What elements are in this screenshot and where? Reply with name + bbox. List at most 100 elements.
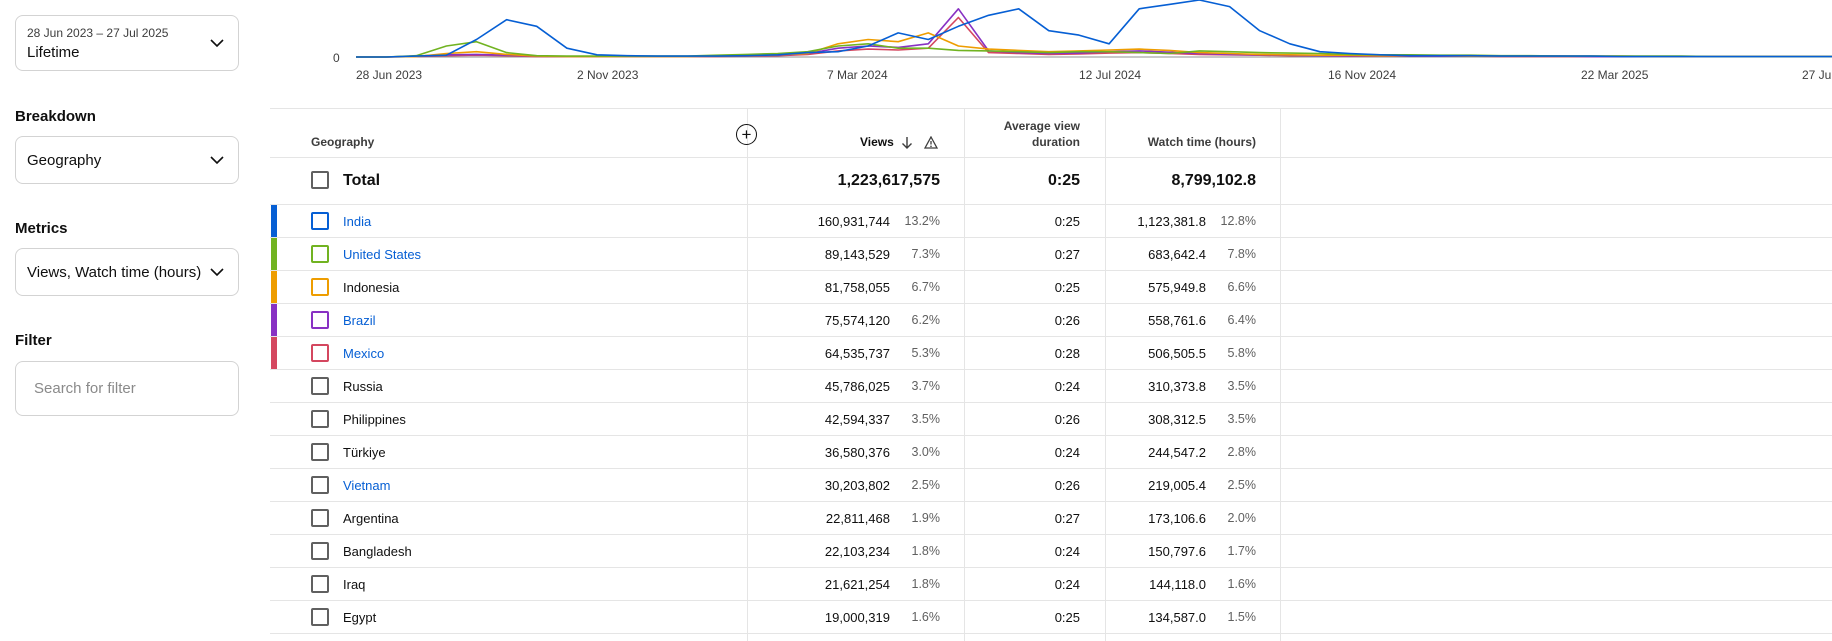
warning-icon[interactable]	[923, 135, 939, 154]
column-header-geography[interactable]: Geography	[311, 135, 375, 149]
row-views-percent: 1.9%	[911, 511, 941, 525]
row-views-percent: 1.6%	[911, 610, 941, 624]
column-header-watch-time[interactable]: Watch time (hours)	[1147, 135, 1256, 149]
row-views-percent: 6.2%	[911, 313, 941, 327]
date-range-label: 28 Jun 2023 – 27 Jul 2025	[27, 25, 169, 40]
row-checkbox[interactable]	[311, 509, 329, 527]
chevron-down-icon	[210, 153, 224, 167]
row-watch-time-percent: 2.8%	[1227, 445, 1257, 459]
row-views-percent: 3.5%	[911, 412, 941, 426]
breakdown-dropdown[interactable]: Geography	[15, 136, 239, 184]
row-watch-time: 558,761.6	[1148, 313, 1206, 328]
row-checkbox[interactable]	[311, 542, 329, 560]
series-color-bar	[271, 337, 277, 369]
x-tick-label: 7 Mar 2024	[827, 68, 888, 82]
metrics-value: Views, Watch time (hours)	[27, 263, 202, 281]
table-row: United States 89,143,529 7.3% 0:27 683,642.4…	[270, 238, 1832, 271]
row-views-percent: 1.8%	[911, 577, 941, 591]
row-checkbox[interactable]	[311, 212, 329, 230]
row-checkbox[interactable]	[311, 278, 329, 296]
breakdown-label: Breakdown	[15, 108, 96, 125]
total-avg-duration: 0:25	[1047, 172, 1080, 189]
column-header-avg-duration-line1[interactable]: Average view	[1003, 119, 1080, 133]
table-row: Indonesia 81,758,055 6.7% 0:25 575,949.8 6.6%	[270, 271, 1832, 304]
row-avg-duration: 0:27	[1054, 247, 1080, 262]
row-watch-time: 575,949.8	[1148, 280, 1206, 295]
column-header-views[interactable]: Views	[860, 135, 894, 149]
row-divider	[270, 600, 1832, 601]
total-views: 1,223,617,575	[837, 172, 940, 189]
row-views: 30,203,802	[824, 478, 890, 493]
series-color-bar	[271, 304, 277, 336]
total-row: Total 1,223,617,575 0:25 8,799,102.8	[270, 158, 1832, 203]
sort-down-arrow-icon[interactable]	[901, 136, 913, 155]
sidebar: 28 Jun 2023 – 27 Jul 2025 Lifetime Break…	[0, 0, 260, 641]
x-tick-label: 28 Jun 2023	[356, 68, 423, 82]
metrics-dropdown[interactable]: Views, Watch time (hours)	[15, 248, 239, 296]
row-geography-name: Argentina	[343, 511, 399, 526]
row-geography-name: Indonesia	[343, 280, 400, 295]
row-watch-time: 1,123,381.8	[1137, 214, 1206, 229]
row-watch-time-percent: 2.5%	[1227, 478, 1257, 492]
row-avg-duration: 0:25	[1054, 214, 1080, 229]
row-views: 21,621,254	[824, 577, 890, 592]
row-geography-name[interactable]: United States	[343, 247, 422, 262]
row-views: 89,143,529	[824, 247, 890, 262]
series-line-united-states	[356, 40, 1832, 58]
row-views-percent: 3.7%	[911, 379, 941, 393]
column-divider	[964, 108, 965, 641]
row-watch-time-percent: 1.7%	[1227, 544, 1257, 558]
row-views: 19,000,319	[824, 610, 890, 625]
row-checkbox[interactable]	[311, 311, 329, 329]
x-tick-label: 27 Jul 2025	[1802, 68, 1832, 82]
row-watch-time-percent: 1.6%	[1227, 577, 1257, 591]
row-checkbox[interactable]	[311, 476, 329, 494]
row-geography-name[interactable]: Brazil	[343, 313, 376, 328]
row-geography-name[interactable]: India	[343, 214, 372, 229]
table-row: Philippines 42,594,337 3.5% 0:26 308,312.5 3.…	[270, 403, 1832, 436]
x-tick-label: 2 Nov 2023	[577, 68, 639, 82]
row-geography-name[interactable]: Vietnam	[343, 478, 391, 493]
table-top-divider	[270, 108, 1832, 109]
row-checkbox[interactable]	[311, 575, 329, 593]
row-watch-time: 150,797.6	[1148, 544, 1206, 559]
add-column-button[interactable]: +	[736, 124, 757, 145]
table-row: Vietnam 30,203,802 2.5% 0:26 219,005.4 2.5%	[270, 469, 1832, 502]
row-divider	[270, 369, 1832, 370]
row-avg-duration: 0:25	[1054, 280, 1080, 295]
date-period-label: Lifetime	[27, 43, 80, 61]
row-geography-name: Egypt	[343, 610, 377, 625]
row-geography-name: Philippines	[343, 412, 406, 427]
series-color-bar	[271, 238, 277, 270]
row-views-percent: 6.7%	[911, 280, 941, 294]
row-views: 75,574,120	[824, 313, 890, 328]
row-views-percent: 7.3%	[911, 247, 941, 261]
views-line-chart: 0 28 Jun 2023 2 Nov 2023 7 Mar 2024 12 J…	[270, 0, 1832, 88]
row-watch-time-percent: 12.8%	[1220, 214, 1256, 228]
date-range-dropdown[interactable]: 28 Jun 2023 – 27 Jul 2025 Lifetime	[15, 15, 239, 71]
row-watch-time-percent: 5.8%	[1227, 346, 1257, 360]
table-row: Mexico 64,535,737 5.3% 0:28 506,505.5 5.8%	[270, 337, 1832, 370]
row-checkbox[interactable]	[311, 410, 329, 428]
row-watch-time-percent: 6.6%	[1227, 280, 1257, 294]
row-views-percent: 13.2%	[904, 214, 940, 228]
row-checkbox[interactable]	[311, 245, 329, 263]
filter-search-input[interactable]	[15, 361, 239, 416]
row-checkbox[interactable]	[311, 377, 329, 395]
date-range-text: 28 Jun 2023 – 27 Jul 2025 Lifetime	[27, 26, 210, 61]
table-row: Brazil 75,574,120 6.2% 0:26 558,761.6 6.4%	[270, 304, 1832, 337]
table-row: Türkiye 36,580,376 3.0% 0:24 244,547.2 2.8%	[270, 436, 1832, 469]
row-views: 36,580,376	[824, 445, 890, 460]
row-divider	[270, 501, 1832, 502]
row-divider	[270, 303, 1832, 304]
row-checkbox[interactable]	[311, 344, 329, 362]
row-checkbox[interactable]	[311, 443, 329, 461]
table-row: Iraq 21,621,254 1.8% 0:24 144,118.0 1.6%	[270, 568, 1832, 601]
row-views: 42,594,337	[824, 412, 890, 427]
total-checkbox[interactable]	[311, 171, 329, 189]
chevron-down-icon	[210, 36, 224, 50]
row-checkbox[interactable]	[311, 608, 329, 626]
column-header-avg-duration-line2[interactable]: duration	[1032, 135, 1080, 149]
row-watch-time: 244,547.2	[1148, 445, 1206, 460]
row-geography-name[interactable]: Mexico	[343, 346, 385, 361]
